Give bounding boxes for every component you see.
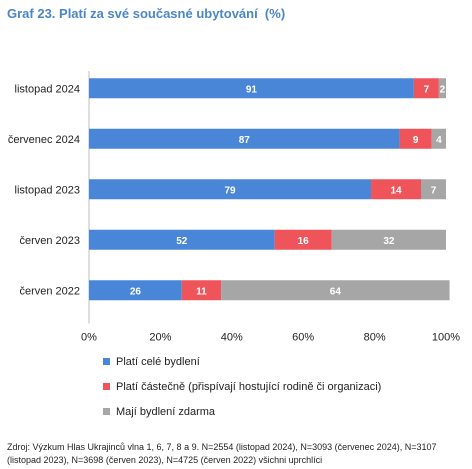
- data-label: 11: [196, 286, 207, 297]
- legend-swatch: [103, 408, 110, 415]
- data-label: 14: [390, 185, 402, 196]
- data-label: 79: [224, 185, 236, 196]
- x-tick-label: 40%: [221, 332, 243, 344]
- data-label: 52: [176, 236, 188, 247]
- x-tick-label: 20%: [149, 332, 171, 344]
- bar-segment: [181, 280, 222, 301]
- bar-segment: [89, 280, 182, 301]
- legend-swatch: [103, 358, 110, 365]
- legend: Platí celé bydlení Platí částečně (přisp…: [103, 355, 381, 430]
- bar-segment: [431, 128, 446, 149]
- data-label: 7: [431, 185, 437, 196]
- bar-segment: [221, 280, 450, 301]
- legend-item-full: Platí celé bydlení: [103, 355, 381, 368]
- data-label: 32: [383, 236, 395, 247]
- bar-segment: [331, 229, 446, 250]
- category-label: listopad 2024: [15, 83, 80, 95]
- bar-segment: [274, 229, 332, 250]
- x-tick-label: 0%: [81, 332, 97, 344]
- data-label: 2: [440, 84, 446, 95]
- data-label: 26: [130, 286, 142, 297]
- x-tick-label: 100%: [432, 332, 460, 344]
- data-label: 7: [424, 84, 430, 95]
- bar-segment: [421, 179, 446, 200]
- legend-label: Mají bydlení zdarma: [116, 405, 216, 418]
- bar-segment: [438, 78, 446, 99]
- category-label: červen 2023: [19, 235, 80, 247]
- bar-segment: [413, 78, 439, 99]
- x-tick-label: 80%: [364, 332, 386, 344]
- source-note: Zdroj: Výzkum Hlas Ukrajinců vlna 1, 6, …: [7, 442, 437, 465]
- legend-label: Platí částečně (přispívají hostující rod…: [116, 380, 382, 393]
- data-label: 91: [246, 84, 258, 95]
- data-label: 64: [330, 286, 342, 297]
- category-label: listopad 2023: [15, 184, 80, 196]
- legend-swatch: [103, 383, 110, 390]
- bar-segment: [399, 128, 432, 149]
- bar-segment: [89, 179, 372, 200]
- bar-segment: [89, 78, 414, 99]
- data-label: 4: [436, 135, 442, 146]
- legend-label: Platí celé bydlení: [116, 355, 200, 368]
- data-label: 9: [413, 135, 419, 146]
- legend-item-partial: Platí částečně (přispívají hostující rod…: [103, 380, 381, 393]
- legend-item-free: Mají bydlení zdarma: [103, 405, 381, 418]
- chart-title: Graf 23. Platí za své současné ubytování…: [7, 6, 286, 21]
- x-tick-label: 60%: [292, 332, 314, 344]
- data-label: 16: [298, 236, 310, 247]
- data-label: 87: [239, 135, 251, 146]
- bar-segment: [371, 179, 422, 200]
- category-label: červen 2022: [19, 285, 80, 297]
- category-label: červenec 2024: [8, 134, 80, 146]
- bar-segment: [89, 229, 275, 250]
- bar-segment: [89, 128, 400, 149]
